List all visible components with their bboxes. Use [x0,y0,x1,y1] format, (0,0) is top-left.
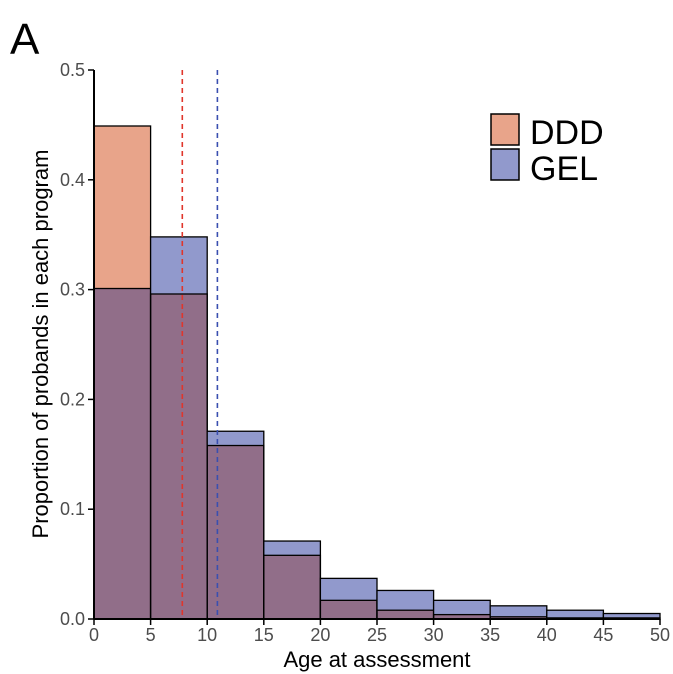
legend-swatch-gel [490,148,520,181]
x-axis-ticks: 0 5 10 15 20 25 30 35 40 45 50 [89,619,670,645]
x-axis-title: Age at assessment [283,647,470,672]
x-tick-label-5: 5 [146,625,156,645]
x-tick-label-40: 40 [537,625,557,645]
x-tick-label-20: 20 [310,625,330,645]
x-tick-label-30: 30 [424,625,444,645]
y-axis-title: Proportion of probands in each program [28,150,53,539]
bar-gel-excess-5-10 [150,236,208,294]
bar-gel-excess-30-35 [433,600,491,615]
x-tick-label-10: 10 [197,625,217,645]
bar-gel-excess-15-20 [263,541,321,556]
legend-label-gel: GEL [530,150,598,188]
y-tick-label-0.5: 0.5 [60,60,85,80]
bar-overlap-30-35 [433,614,491,619]
bar-gel-excess-45-50 [603,613,660,618]
bar-gel-excess-10-15 [207,431,264,446]
legend: DDD GEL [490,113,604,188]
bar-gel-excess-20-25 [320,578,377,601]
bar-overlap-25-30 [377,610,434,619]
x-tick-label-15: 15 [254,625,274,645]
x-tick-label-0: 0 [89,625,99,645]
bar-gel-excess-35-40 [490,605,547,617]
bar-gel-excess-40-45 [546,610,604,618]
bar-overlap-0-5 [94,288,151,619]
x-tick-label-25: 25 [367,625,387,645]
panel-label: A [10,15,40,64]
legend-label-ddd: DDD [530,114,604,152]
y-axis-ticks: 0.0 0.1 0.2 0.3 0.4 0.5 [60,60,94,629]
bar-gel-excess-25-30 [377,590,434,611]
y-tick-label-0.0: 0.0 [60,609,85,629]
bar-overlap-15-20 [263,555,321,619]
y-tick-label-0.3: 0.3 [60,280,85,300]
bar-overlap-20-25 [320,600,377,619]
median-lines [181,70,219,619]
legend-swatch-ddd [490,113,520,146]
bar-ddd-excess-0-5 [94,125,151,289]
y-tick-label-0.2: 0.2 [60,389,85,409]
x-tick-label-35: 35 [480,625,500,645]
bar-overlap-35-40 [490,616,547,619]
x-tick-label-50: 50 [650,625,670,645]
y-tick-label-0.1: 0.1 [60,499,85,519]
histogram-bars [93,125,661,620]
bar-overlap-5-10 [150,293,208,619]
bar-overlap-10-15 [207,445,264,619]
y-tick-label-0.4: 0.4 [60,170,85,190]
x-tick-label-45: 45 [593,625,613,645]
